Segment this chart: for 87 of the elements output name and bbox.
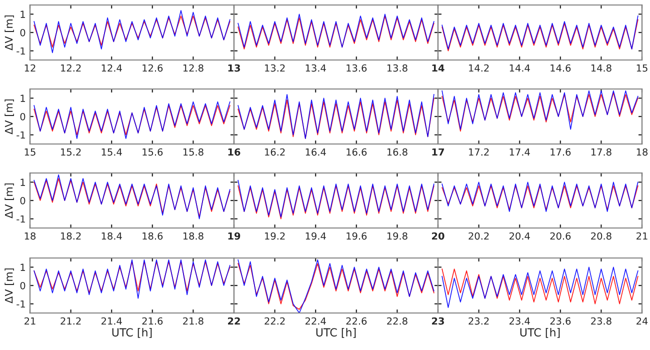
x-tick-label: 21.2: [60, 317, 81, 325]
x-tick-label: 21: [24, 317, 36, 325]
x-tick-label: 20.8: [591, 232, 612, 240]
line-series: [34, 261, 230, 294]
x-tick-label: 13.6: [346, 64, 367, 72]
x-tick-label: 12.4: [102, 64, 122, 72]
y-tick-label: 0: [20, 196, 26, 204]
x-tick-label: 22.4: [305, 317, 326, 325]
x-tick-label: 13.8: [387, 64, 408, 72]
x-tick-label: 21.8: [183, 317, 204, 325]
x-tick-label: 20: [432, 232, 444, 240]
x-tick-label: 21.4: [101, 317, 122, 325]
x-tick-label: 22.2: [264, 317, 285, 325]
x-tick-label: 20.2: [468, 232, 489, 240]
x-tick-label: 18: [24, 232, 36, 240]
y-axis-title: ΔV [m]: [4, 99, 14, 134]
y-tick-label: 0: [20, 112, 26, 120]
y-axis-title: ΔV [m]: [4, 183, 14, 218]
line-series: [34, 16, 230, 48]
x-tick-label: 24: [636, 317, 648, 325]
x-axis-title: UTC [h]: [112, 328, 152, 338]
x-tick-label: 18.2: [61, 232, 81, 240]
x-tick-label: 16.6: [346, 148, 367, 156]
x-tick-label: 12: [24, 64, 36, 72]
x-tick-label: 17.4: [510, 148, 530, 156]
x-tick-label: 12.8: [183, 64, 204, 72]
x-tick-label: 22.6: [346, 317, 367, 325]
x-tick-label: 23.4: [509, 317, 530, 325]
line-series: [34, 259, 230, 299]
x-tick-label: 12.6: [142, 64, 163, 72]
y-tick-label: 0: [20, 28, 26, 36]
x-tick-label: 15.4: [102, 148, 122, 156]
x-tick-label: 16.2: [265, 148, 285, 156]
x-tick-label: 15.2: [61, 148, 81, 156]
y-axis-title: ΔV [m]: [4, 15, 14, 50]
x-axis-title: UTC [h]: [316, 328, 356, 338]
x-tick-label: 19.2: [265, 232, 285, 240]
x-tick-label: 14.2: [469, 64, 489, 72]
x-tick-label: 23.8: [591, 317, 612, 325]
x-tick-label: 17.8: [591, 148, 612, 156]
y-tick-label: 1: [20, 94, 25, 102]
y-axis-title: ΔV [m]: [4, 268, 14, 304]
x-tick-label: 20.6: [550, 232, 571, 240]
x-tick-label: 14.8: [591, 64, 612, 72]
line-series: [34, 10, 230, 54]
x-tick-label: 16.4: [306, 148, 326, 156]
x-tick-label: 17.6: [550, 148, 571, 156]
x-tick-label: 14.6: [550, 64, 571, 72]
x-tick-label: 17: [432, 148, 444, 156]
x-tick-label: 13.2: [265, 64, 285, 72]
x-tick-label: 20.4: [509, 232, 530, 240]
x-tick-label: 22: [228, 317, 240, 325]
x-tick-label: 16.8: [387, 148, 408, 156]
x-tick-label: 14.4: [510, 64, 530, 72]
x-tick-label: 18: [636, 148, 648, 156]
x-tick-label: 19.6: [346, 232, 367, 240]
x-axis-title: UTC [h]: [520, 328, 560, 338]
x-tick-label: 21.6: [142, 317, 163, 325]
x-tick-label: 16: [228, 148, 240, 156]
x-tick-label: 23: [432, 317, 444, 325]
y-tick-label: -1: [16, 215, 25, 223]
y-tick-label: 1: [20, 178, 25, 186]
x-tick-label: 19: [228, 232, 240, 240]
x-tick-label: 14: [432, 64, 444, 72]
x-tick-label: 15: [24, 148, 36, 156]
x-tick-label: 18.4: [102, 232, 122, 240]
x-tick-label: 18.6: [142, 232, 163, 240]
y-tick-label: 1: [20, 10, 25, 18]
x-tick-label: 19.8: [387, 232, 408, 240]
x-tick-label: 19.4: [306, 232, 326, 240]
y-tick-label: -1: [16, 131, 25, 139]
x-tick-label: 18.8: [183, 232, 204, 240]
x-tick-label: 15.8: [183, 148, 204, 156]
y-tick-label: 0: [20, 282, 26, 290]
x-tick-label: 13: [228, 64, 240, 72]
x-tick-label: 17.2: [469, 148, 489, 156]
x-tick-label: 13.4: [306, 64, 326, 72]
x-tick-label: 15: [636, 64, 648, 72]
x-tick-label: 12.2: [61, 64, 81, 72]
x-tick-label: 23.6: [550, 317, 571, 325]
y-tick-label: -1: [16, 47, 25, 55]
x-tick-label: 23.2: [468, 317, 489, 325]
y-tick-label: -1: [16, 300, 25, 308]
x-tick-label: 15.6: [142, 148, 163, 156]
y-tick-label: 1: [20, 264, 25, 271]
x-tick-label: 21: [636, 232, 648, 240]
x-tick-label: 22.8: [387, 317, 408, 325]
